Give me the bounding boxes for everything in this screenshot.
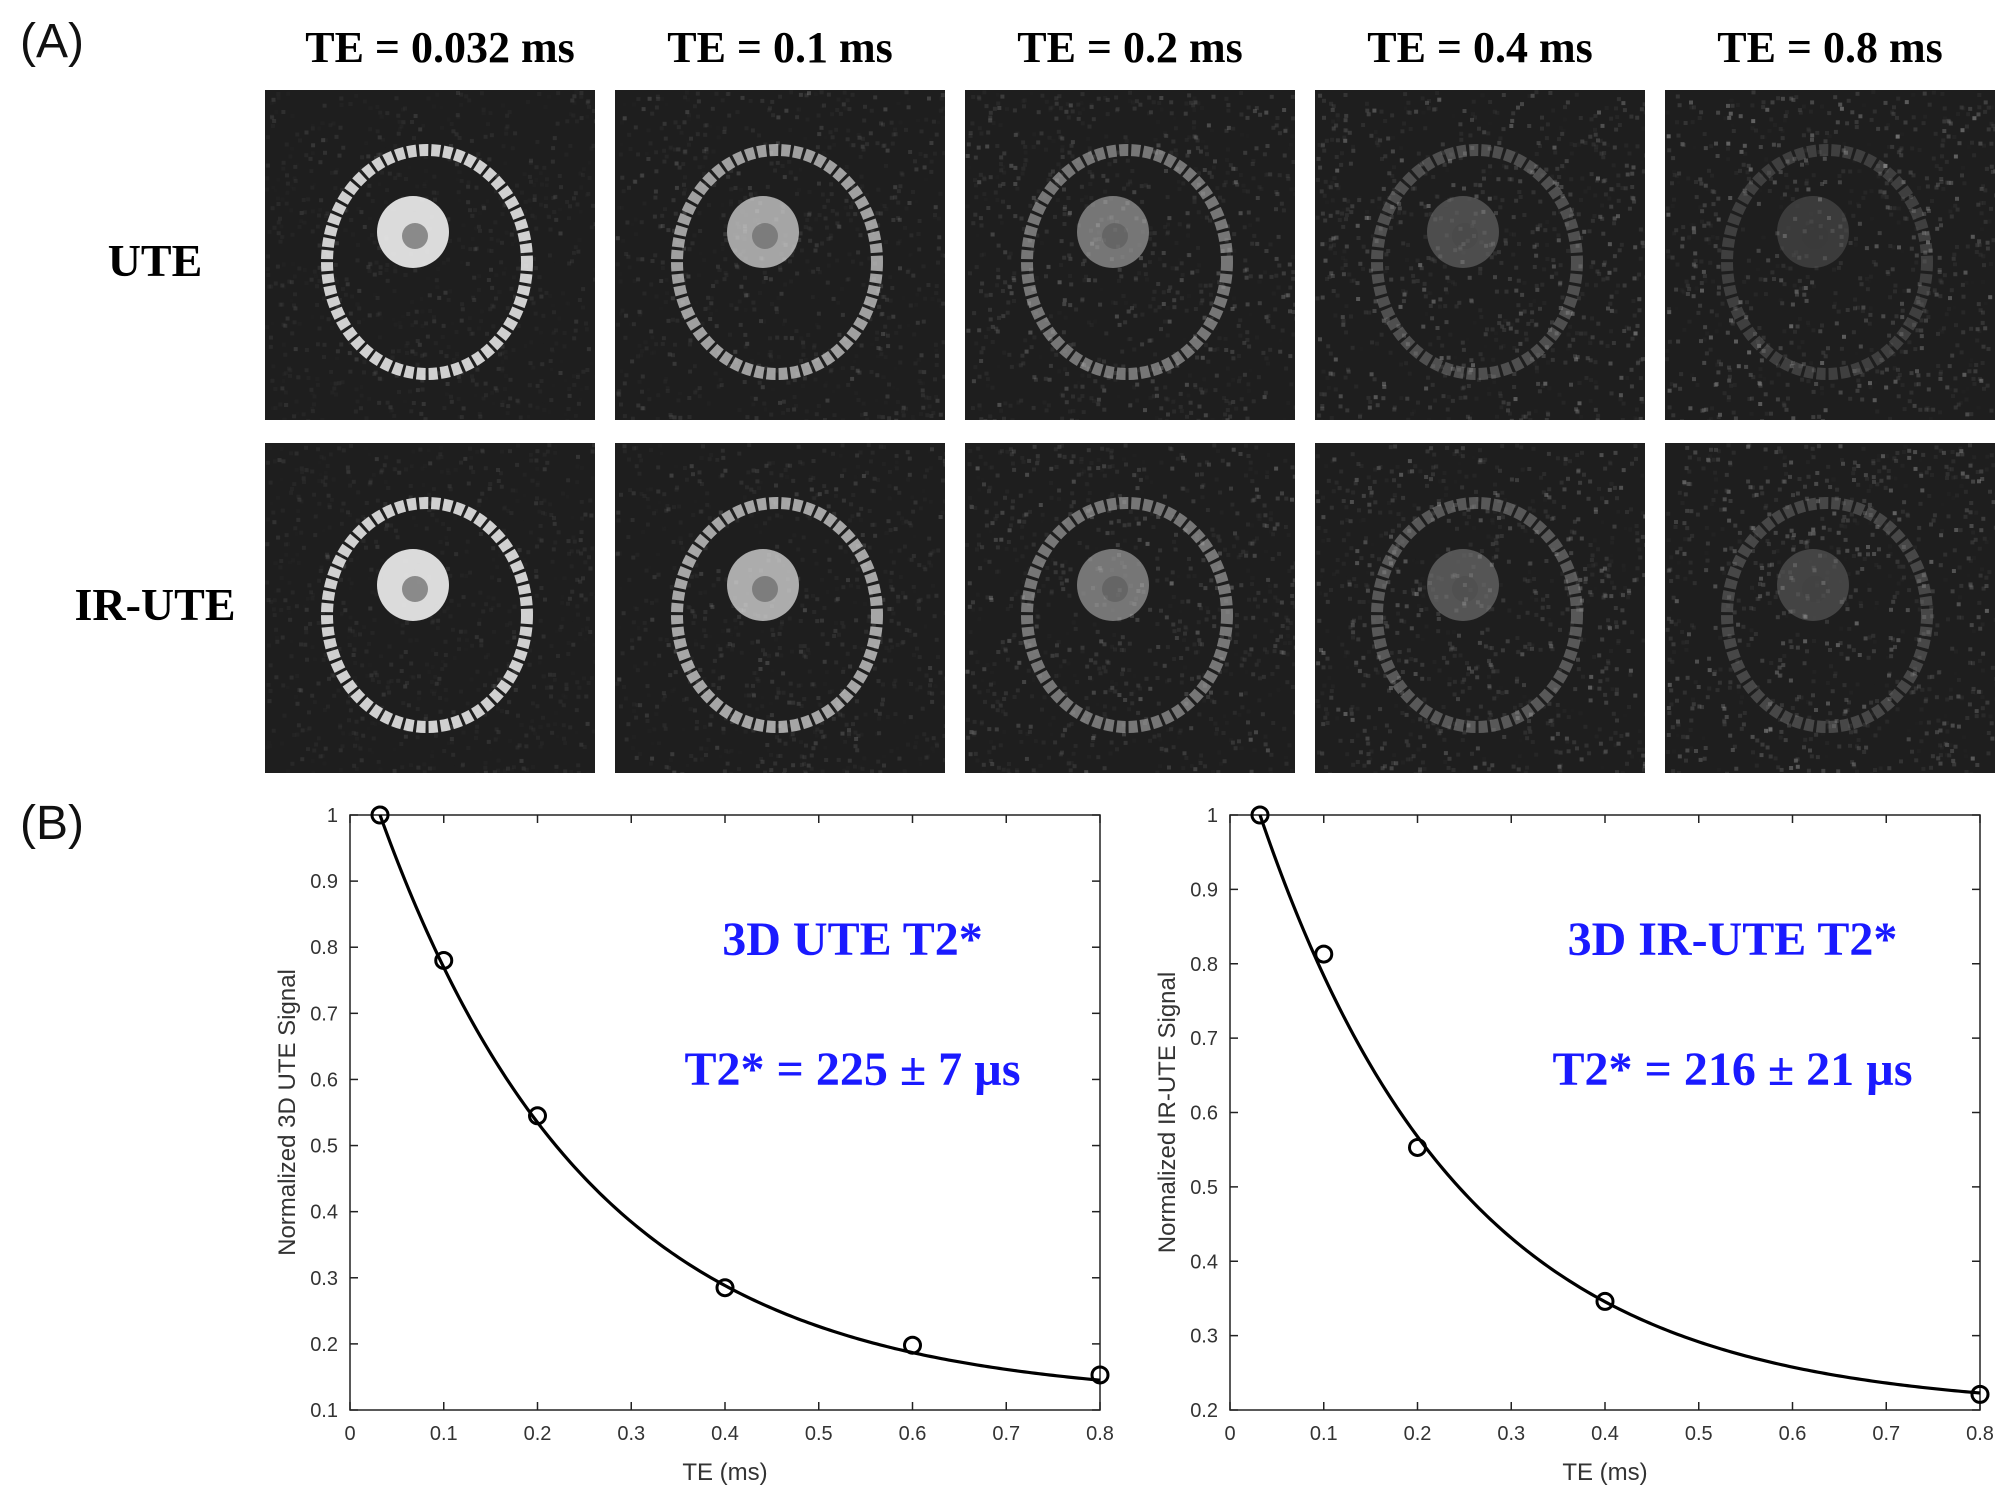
plot0-fit-curve (378, 814, 1101, 1382)
plot0-data-point (715, 1278, 735, 1298)
plot0-axes-box (349, 814, 1101, 1411)
plot0-xtick-label: 0.2 (524, 1423, 552, 1445)
plot1-xtick-label: 0.4 (1591, 1423, 1619, 1445)
plot0-ytick-label: 0.5 (310, 1136, 338, 1158)
plot0-annotation-2: T2* = 225 ± 7 µs (684, 1043, 1020, 1096)
plot0-data-point (903, 1335, 922, 1355)
mri-image-ir-ute-2 (615, 443, 945, 773)
plot1-fit-curve (1258, 814, 1981, 1395)
plot1-ytick-label: 0.6 (1190, 1103, 1218, 1125)
mri-image-ute-2 (615, 90, 945, 420)
plot0-data-point (1090, 1365, 1110, 1385)
column-header-te-0-2: TE = 0.2 ms (1017, 23, 1243, 72)
plot1-ytick-label: 0.2 (1190, 1400, 1218, 1422)
row-header-ir-ute: IR-UTE (74, 579, 236, 630)
panel-label-b: (B) (20, 797, 84, 850)
plot1-y-axis-label: Normalized IR-UTE Signal (1154, 972, 1181, 1253)
mri-image-ute-1 (265, 90, 595, 420)
mri-image-ir-ute-4 (1315, 443, 1645, 773)
plot1-ytick-label: 1 (1207, 805, 1218, 827)
plot1-xtick-label: 0.7 (1872, 1423, 1900, 1445)
plot0-xtick-label: 0.7 (992, 1423, 1020, 1445)
plot0-y-axis-label: Normalized 3D UTE Signal (274, 969, 301, 1256)
mri-image-ir-ute-3 (965, 443, 1295, 773)
plot1-annotation-2: T2* = 216 ± 21 µs (1552, 1043, 1912, 1096)
plot1-ytick-label: 0.4 (1190, 1251, 1218, 1273)
plot0-ytick-label: 0.3 (310, 1268, 338, 1290)
plot1-xtick-label: 0.1 (1310, 1423, 1338, 1445)
plot1-annotation-1: 3D IR-UTE T2* (1568, 913, 1898, 966)
plot0-xtick-label: 0.3 (617, 1423, 645, 1445)
plot0-x-axis-label: TE (ms) (682, 1459, 767, 1486)
plot1-data-point (1408, 1137, 1427, 1157)
plot0-ytick-label: 0.1 (310, 1400, 338, 1422)
plot0-data-point (370, 805, 390, 825)
plot1-data-point (1595, 1291, 1615, 1311)
plot-3d-ir-ute-svg: 0 0.1 0.2 0.3 0.4 0.5 0.6 0.7 0.8 0.2 0.3 0.4 0.5 0.6… (1154, 805, 1994, 1486)
plot0-xtick-label: 0.4 (711, 1423, 739, 1445)
plot0-ytick-label: 0.4 (310, 1202, 338, 1224)
plot0-ytick-label: 0.9 (310, 871, 338, 893)
mri-image-ute-4 (1315, 90, 1645, 420)
plot-3d-ir-ute: 0 0.1 0.2 0.3 0.4 0.5 0.6 0.7 0.8 0.2 0.3 0.4 0.5 0.6… (1145, 790, 2013, 1490)
plot0-ytick-label: 0.8 (310, 937, 338, 959)
plot1-axes-box (1229, 814, 1981, 1411)
plot1-data-point (1314, 944, 1334, 964)
plot0-xtick-label: 0.8 (1086, 1423, 1114, 1445)
plot0-xtick-label: 0.1 (430, 1423, 458, 1445)
mri-image-ir-ute-1 (265, 443, 595, 773)
column-header-te-0-032: TE = 0.032 ms (305, 23, 575, 72)
column-header-te-0-8: TE = 0.8 ms (1717, 23, 1943, 72)
plot1-xtick-label: 0.5 (1685, 1423, 1713, 1445)
plot1-xtick-label: 0.6 (1779, 1423, 1807, 1445)
mri-image-ute-3 (965, 90, 1295, 420)
column-header-te-0-4: TE = 0.4 ms (1367, 23, 1593, 72)
mri-image-ute-5 (1665, 90, 1995, 420)
plot0-data-point (528, 1106, 547, 1126)
plot0-ytick-label: 0.6 (310, 1069, 338, 1091)
plot1-data-point (1970, 1384, 1990, 1404)
plot1-x-axis-label: TE (ms) (1562, 1459, 1647, 1486)
plot1-ytick-label: 0.8 (1190, 954, 1218, 976)
plot-3d-ute-svg: 0 0.1 0.2 0.3 0.4 0.5 0.6 0.7 0.8 0.1 0.2 0.3 0.4 0.5… (274, 805, 1114, 1486)
row-header-ute: UTE (107, 235, 203, 286)
plot0-annotation-1: 3D UTE T2* (722, 913, 983, 966)
plot0-xtick-label: 0 (344, 1423, 355, 1445)
plot0-ytick-label: 0.2 (310, 1334, 338, 1356)
mri-image-ir-ute-5 (1665, 443, 1995, 773)
plot1-xtick-label: 0 (1224, 1423, 1235, 1445)
plot0-data-point (434, 950, 454, 970)
plot1-ytick-label: 0.7 (1190, 1028, 1218, 1050)
plot0-xtick-label: 0.6 (899, 1423, 927, 1445)
plot1-xtick-label: 0.2 (1404, 1423, 1432, 1445)
column-header-te-0-1: TE = 0.1 ms (667, 23, 893, 72)
panel-label-a: (A) (20, 15, 84, 68)
plot1-ytick-label: 0.5 (1190, 1177, 1218, 1199)
plot0-ytick-label: 1 (327, 805, 338, 827)
plot1-ytick-label: 0.9 (1190, 879, 1218, 901)
plot1-ytick-label: 0.3 (1190, 1326, 1218, 1348)
plot1-data-point (1250, 805, 1270, 825)
plot1-xtick-label: 0.8 (1966, 1423, 1994, 1445)
plot-3d-ute: 0 0.1 0.2 0.3 0.4 0.5 0.6 0.7 0.8 0.1 0.2 0.3 0.4 0.5… (270, 790, 1150, 1490)
plot0-xtick-label: 0.5 (805, 1423, 833, 1445)
plot1-xtick-label: 0.3 (1497, 1423, 1525, 1445)
plot0-ytick-label: 0.7 (310, 1003, 338, 1025)
